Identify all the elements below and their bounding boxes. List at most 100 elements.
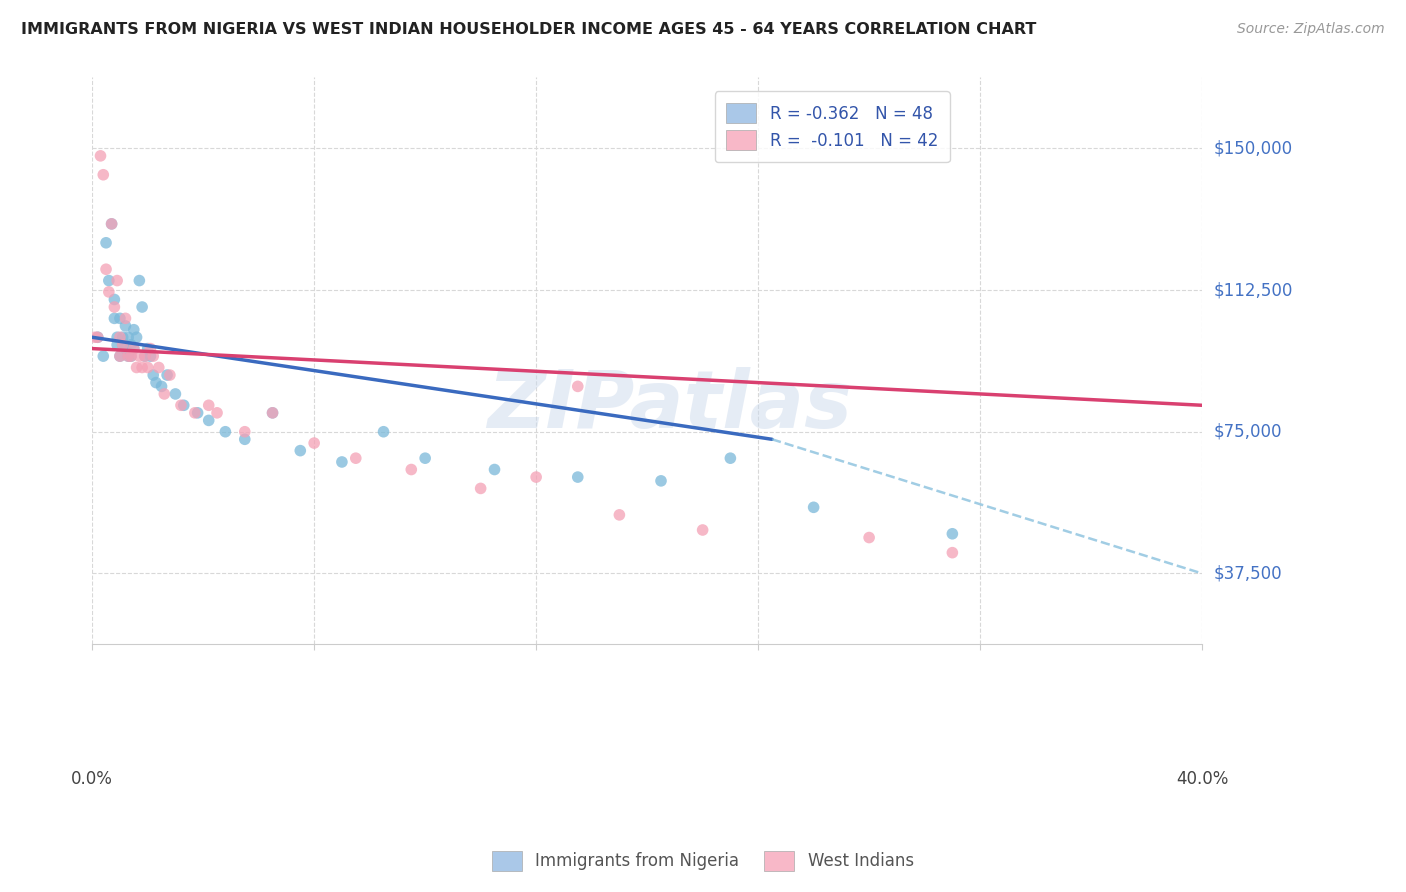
Point — [105, 338, 128, 352]
Text: 0.0%: 0.0% — [72, 770, 112, 788]
Legend: Immigrants from Nigeria, West Indians: Immigrants from Nigeria, West Indians — [484, 842, 922, 880]
Point — [214, 425, 236, 439]
Point — [142, 368, 165, 382]
Point — [111, 330, 134, 344]
Point — [330, 455, 353, 469]
Point — [117, 349, 139, 363]
Text: $37,500: $37,500 — [1213, 565, 1282, 582]
Point — [128, 349, 150, 363]
Point — [567, 379, 589, 393]
Point — [470, 482, 492, 496]
Point — [120, 338, 142, 352]
Text: 40.0%: 40.0% — [1175, 770, 1229, 788]
Point — [136, 342, 159, 356]
Point — [120, 349, 142, 363]
Point — [103, 300, 125, 314]
Point — [100, 217, 122, 231]
Point — [108, 311, 131, 326]
Text: ZIPatlas: ZIPatlas — [486, 368, 852, 445]
Point — [111, 338, 134, 352]
Point — [87, 330, 110, 344]
Point — [117, 330, 139, 344]
Point — [134, 349, 156, 363]
Point — [142, 349, 165, 363]
Point — [205, 406, 228, 420]
Point — [858, 531, 880, 545]
Point — [84, 330, 107, 344]
Point — [302, 436, 325, 450]
Point — [97, 274, 120, 288]
Legend: R = -0.362   N = 48, R =  -0.101   N = 42: R = -0.362 N = 48, R = -0.101 N = 42 — [714, 92, 949, 162]
Point — [103, 311, 125, 326]
Point — [105, 274, 128, 288]
Point — [122, 342, 145, 356]
Text: IMMIGRANTS FROM NIGERIA VS WEST INDIAN HOUSEHOLDER INCOME AGES 45 - 64 YEARS COR: IMMIGRANTS FROM NIGERIA VS WEST INDIAN H… — [21, 22, 1036, 37]
Point — [650, 474, 672, 488]
Point — [87, 330, 110, 344]
Point — [413, 451, 436, 466]
Point — [344, 451, 367, 466]
Point — [91, 168, 114, 182]
Point — [89, 149, 111, 163]
Point — [609, 508, 631, 522]
Point — [131, 300, 153, 314]
Point — [233, 425, 256, 439]
Text: $112,500: $112,500 — [1213, 281, 1292, 299]
Point — [139, 342, 162, 356]
Point — [173, 398, 195, 412]
Point — [117, 349, 139, 363]
Point — [145, 376, 167, 390]
Point — [159, 368, 181, 382]
Point — [184, 406, 207, 420]
Point — [114, 342, 136, 356]
Point — [941, 546, 963, 560]
Point — [197, 398, 219, 412]
Point — [100, 217, 122, 231]
Point — [111, 338, 134, 352]
Text: Source: ZipAtlas.com: Source: ZipAtlas.com — [1237, 22, 1385, 37]
Point — [105, 330, 128, 344]
Point — [262, 406, 284, 420]
Point — [122, 342, 145, 356]
Point — [156, 368, 179, 382]
Point — [108, 349, 131, 363]
Point — [139, 349, 162, 363]
Point — [103, 293, 125, 307]
Point — [484, 462, 506, 476]
Point — [170, 398, 193, 412]
Point — [125, 330, 148, 344]
Point — [97, 285, 120, 299]
Point — [803, 500, 825, 515]
Point — [114, 318, 136, 333]
Point — [150, 379, 173, 393]
Point — [567, 470, 589, 484]
Point — [108, 349, 131, 363]
Point — [134, 349, 156, 363]
Point — [524, 470, 547, 484]
Point — [165, 387, 187, 401]
Point — [233, 432, 256, 446]
Point — [153, 387, 176, 401]
Point — [197, 413, 219, 427]
Point — [692, 523, 714, 537]
Point — [94, 235, 117, 250]
Point — [941, 526, 963, 541]
Point — [125, 360, 148, 375]
Point — [94, 262, 117, 277]
Point — [136, 360, 159, 375]
Point — [128, 274, 150, 288]
Point — [262, 406, 284, 420]
Point — [120, 349, 142, 363]
Point — [131, 360, 153, 375]
Point — [91, 349, 114, 363]
Point — [290, 443, 312, 458]
Point — [122, 323, 145, 337]
Point — [187, 406, 209, 420]
Point — [108, 330, 131, 344]
Point — [718, 451, 741, 466]
Point — [148, 360, 170, 375]
Point — [373, 425, 395, 439]
Text: $150,000: $150,000 — [1213, 139, 1292, 157]
Point — [401, 462, 423, 476]
Point — [114, 311, 136, 326]
